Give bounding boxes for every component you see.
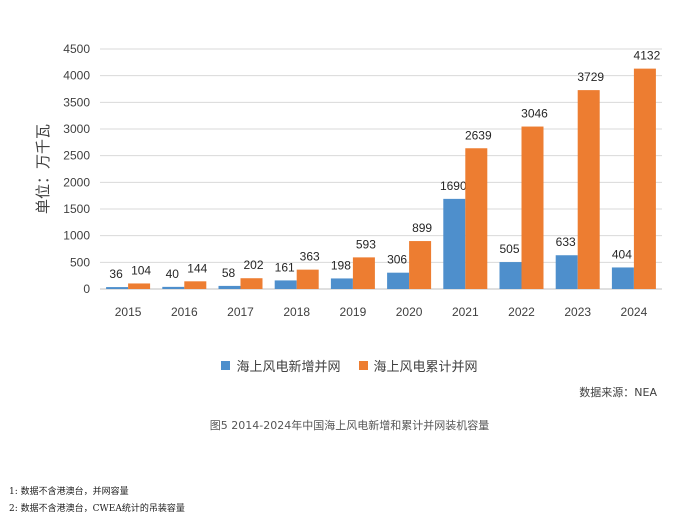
data-label-cumulative: 3729 (577, 70, 604, 84)
x-tick-label: 2022 (508, 305, 535, 319)
data-label-new: 36 (109, 267, 123, 281)
legend-item-new: 海上风电新增并网 (221, 356, 341, 375)
bar-cumulative-2024 (633, 68, 656, 289)
data-label-new: 161 (275, 260, 295, 274)
y-tick-label: 4000 (63, 69, 90, 83)
data-label-cumulative: 2639 (465, 128, 492, 142)
data-label-new: 505 (499, 242, 519, 256)
y-tick-label: 3500 (63, 95, 90, 109)
bar-new-2020 (387, 272, 410, 289)
x-tick-label: 2016 (171, 305, 198, 319)
y-tick-label: 1500 (63, 202, 90, 216)
bar-new-2015 (106, 287, 129, 289)
x-tick-label: 2019 (340, 305, 367, 319)
x-tick-label: 2018 (283, 305, 310, 319)
x-tick-label: 2024 (621, 305, 648, 319)
footnotes: 1: 数据不含港澳台，并网容量 2: 数据不含港澳台，CWEA统计的吊装容量 (9, 484, 185, 518)
data-label-cumulative: 104 (131, 263, 151, 277)
x-tick-label: 2017 (227, 305, 254, 319)
bar-new-2024 (611, 267, 634, 289)
footnote-1: 1: 数据不含港澳台，并网容量 (9, 487, 129, 497)
bar-cumulative-2022 (521, 126, 544, 290)
data-label-new: 198 (331, 258, 351, 272)
legend-label-new: 海上风电新增并网 (236, 360, 341, 375)
data-label-cumulative: 3046 (521, 107, 548, 121)
figure-caption: 图5 2014-2024年中国海上风电新增和累计并网装机容量 (209, 419, 490, 432)
bar-chart: 0 500 1000 1500 2000 2500 3000 3500 4000 4500 单位：万… (34, 42, 662, 319)
y-axis-label: 单位：万千瓦 (34, 124, 52, 214)
data-label-new: 58 (222, 266, 236, 280)
bar-cumulative-2015 (128, 283, 151, 289)
bar-cumulative-2017 (240, 278, 263, 289)
y-tick-label: 3000 (63, 122, 90, 136)
data-label-new: 306 (387, 253, 407, 267)
x-tick-label: 2015 (115, 305, 142, 319)
chart-legend: 海上风电新增并网 海上风电累计并网 (0, 356, 699, 375)
y-tick-label: 500 (70, 255, 90, 269)
bar-cumulative-2023 (577, 90, 600, 290)
footnote-2: 2: 数据不含港澳台，CWEA统计的吊装容量 (9, 504, 185, 514)
data-label-cumulative: 202 (243, 258, 263, 272)
data-label-cumulative: 899 (412, 221, 432, 235)
x-tick-label: 2020 (396, 305, 423, 319)
bar-new-2018 (274, 280, 297, 289)
x-tick-label: 2023 (564, 305, 591, 319)
legend-swatch-new (221, 361, 231, 370)
data-label-cumulative: 363 (300, 250, 320, 264)
bar-new-2017 (218, 285, 241, 289)
y-tick-label: 2000 (63, 175, 90, 189)
legend-item-cumulative: 海上风电累计并网 (358, 356, 478, 375)
y-tick-label: 0 (83, 282, 90, 296)
bar-new-2022 (499, 262, 522, 289)
bar-new-2023 (555, 255, 578, 289)
y-tick-label: 1000 (63, 229, 90, 243)
data-label-cumulative: 593 (356, 237, 376, 251)
data-label-new: 404 (612, 247, 632, 261)
bar-cumulative-2016 (184, 281, 207, 289)
data-label-new: 40 (166, 267, 180, 281)
legend-label-cumulative: 海上风电累计并网 (373, 360, 478, 375)
data-label-cumulative: 4132 (634, 49, 661, 63)
data-label-new: 1690 (440, 179, 467, 193)
bar-new-2016 (162, 286, 185, 289)
y-tick-label: 2500 (63, 149, 90, 163)
legend-swatch-cumulative (358, 361, 368, 370)
data-label-cumulative: 144 (187, 261, 207, 275)
data-label-new: 633 (556, 235, 576, 249)
data-source-note: 数据来源：NEA (579, 386, 657, 399)
bar-new-2021 (443, 198, 466, 289)
bar-cumulative-2020 (409, 241, 432, 289)
bar-cumulative-2018 (296, 269, 319, 289)
x-tick-label: 2021 (452, 305, 479, 319)
y-tick-label: 4500 (63, 42, 90, 56)
bar-new-2019 (330, 278, 353, 289)
bar-cumulative-2019 (352, 257, 375, 289)
bar-cumulative-2021 (465, 148, 488, 289)
